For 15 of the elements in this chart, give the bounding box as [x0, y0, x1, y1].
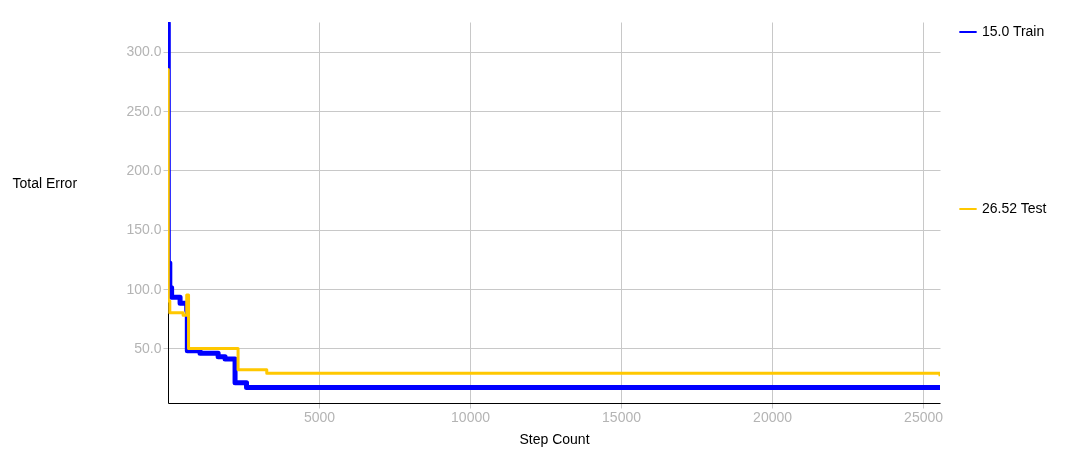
x-tick-label: 5000 [303, 408, 336, 425]
x-tick-label: 20000 [753, 408, 793, 425]
x-axis-title: Step Count [519, 430, 590, 447]
x-tick-label: 25000 [904, 408, 944, 425]
y-axis-title: Total Error [12, 174, 78, 191]
x-tick-label: 15000 [602, 408, 642, 425]
y-tick-label: 100.0 [126, 280, 162, 297]
y-tick-label: 50.0 [134, 339, 162, 356]
legend-label: 26.52 Test [982, 200, 1047, 216]
y-tick-label: 150.0 [126, 221, 162, 238]
y-tick-label: 300.0 [126, 43, 162, 60]
y-tick-label: 200.0 [126, 161, 162, 178]
x-tick-label: 10000 [451, 408, 491, 425]
y-tick-label: 250.0 [126, 102, 162, 119]
legend-label: 15.0 Train [982, 23, 1045, 39]
